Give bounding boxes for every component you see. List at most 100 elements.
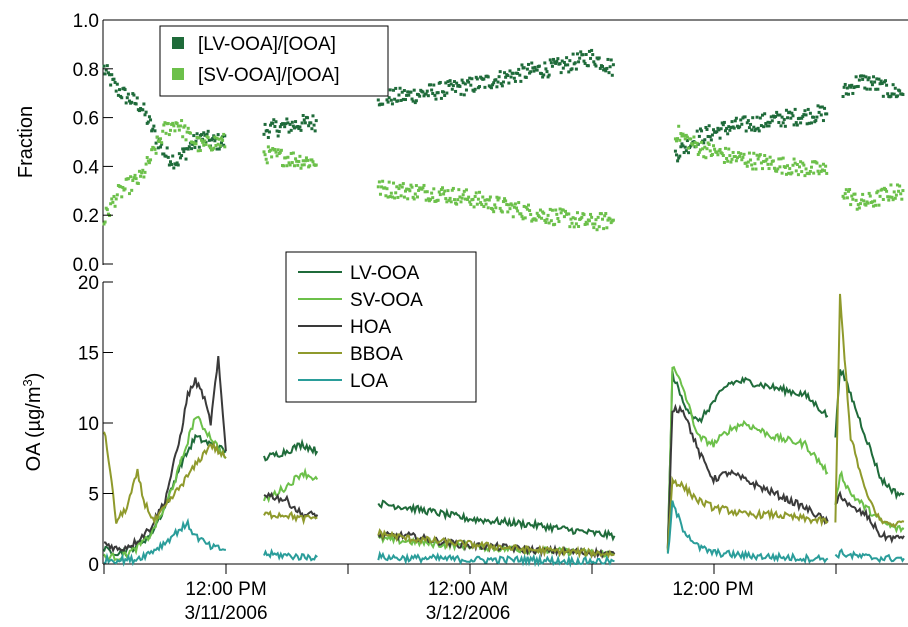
scatter-point [154, 141, 158, 145]
scatter-point [217, 137, 221, 141]
scatter-point [394, 86, 398, 90]
scatter-point [886, 195, 890, 199]
scatter-point [400, 185, 404, 189]
scatter-point [507, 81, 511, 85]
scatter-point [472, 89, 476, 93]
scatter-point [274, 150, 278, 154]
scatter-point [216, 142, 220, 146]
scatter-point [467, 195, 471, 199]
scatter-point [681, 132, 685, 136]
scatter-point [520, 63, 524, 67]
scatter-point [849, 85, 853, 89]
scatter-point [167, 133, 171, 137]
scatter-point [445, 200, 449, 204]
scatter-point [878, 194, 882, 198]
scatter-point [415, 195, 419, 199]
scatter-point [492, 81, 496, 85]
scatter-point [726, 132, 730, 136]
scatter-point [296, 163, 300, 167]
scatter-point [399, 194, 403, 198]
scatter-point [775, 110, 779, 114]
scatter-point [494, 78, 498, 82]
scatter-point [139, 174, 143, 178]
scatter-point [779, 157, 783, 161]
scatter-point [850, 83, 854, 87]
scatter-point [105, 64, 109, 68]
scatter-point [575, 52, 579, 56]
scatter-point [455, 81, 459, 85]
scatter-point [693, 141, 697, 145]
scatter-point [519, 212, 523, 216]
scatter-point [784, 108, 788, 112]
scatter-point [438, 80, 442, 84]
scatter-point [710, 133, 714, 137]
scatter-point [449, 82, 453, 86]
scatter-point [873, 199, 877, 203]
scatter-point [114, 89, 118, 93]
scatter-point [463, 82, 467, 86]
scatter-point [392, 88, 396, 92]
scatter-point [819, 113, 823, 117]
scatter-point [288, 122, 292, 126]
scatter-point [462, 93, 466, 97]
scatter-point [204, 142, 208, 146]
scatter-point [433, 93, 437, 97]
scatter-point [877, 77, 881, 81]
scatter-point [266, 135, 270, 139]
scatter-point [549, 61, 553, 65]
scatter-point [700, 129, 704, 133]
scatter-point [605, 226, 609, 230]
scatter-point [595, 228, 599, 232]
scatter-point [217, 147, 221, 151]
scatter-point [799, 160, 803, 164]
scatter-point [530, 61, 534, 65]
scatter-point [197, 136, 201, 140]
scatter-point [876, 189, 880, 193]
scatter-point [394, 191, 398, 195]
scatter-point [740, 122, 744, 126]
scatter-point [780, 115, 784, 119]
scatter-point [735, 156, 739, 160]
top-legend-label-sv-ooa: [SV-OOA]/[OOA] [198, 65, 339, 86]
bottom-legend-label-loa: LOA [350, 371, 388, 392]
scatter-point [430, 191, 434, 195]
scatter-point [873, 80, 877, 84]
scatter-point [759, 124, 763, 128]
scatter-point [609, 58, 613, 62]
scatter-point [469, 202, 473, 206]
scatter-point [133, 173, 137, 177]
scatter-point [582, 213, 586, 217]
scatter-point [306, 158, 310, 162]
scatter-point [815, 161, 819, 165]
scatter-point [110, 73, 114, 77]
scatter-point [557, 220, 561, 224]
scatter-point [461, 81, 465, 85]
scatter-point [279, 148, 283, 152]
bottom-y-ticks: 0 5 10 15 20 [78, 273, 113, 576]
scatter-point [218, 144, 222, 148]
scatter-point [510, 203, 514, 207]
scatter-point [528, 209, 532, 213]
scatter-point [798, 116, 802, 120]
scatter-point [314, 119, 318, 123]
scatter-point [120, 96, 124, 100]
scatter-point [799, 121, 803, 125]
scatter-point [535, 211, 539, 215]
scatter-point [895, 94, 899, 98]
scatter-point [282, 164, 286, 168]
bottom-y-tick-label: 0 [88, 555, 99, 576]
scatter-point [845, 86, 849, 90]
scatter-point [111, 200, 115, 204]
scatter-point [432, 83, 436, 87]
scatter-point [676, 137, 680, 141]
scatter-point [431, 91, 435, 95]
scatter-point [856, 203, 860, 207]
scatter-point [876, 87, 880, 91]
scatter-point [684, 149, 688, 153]
scatter-point [114, 197, 118, 201]
scatter-point [284, 122, 288, 126]
scatter-point [712, 128, 716, 132]
scatter-point [176, 163, 180, 167]
scatter-point [682, 134, 686, 138]
